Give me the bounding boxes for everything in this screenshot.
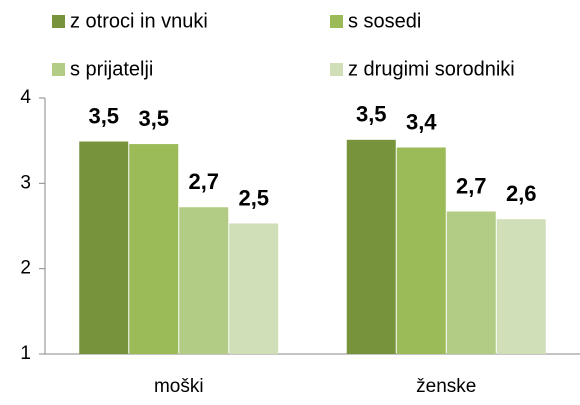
bar [179,207,229,354]
x-tick-label: moški [154,376,204,397]
data-label: 3,5 [88,103,119,128]
data-label: 2,5 [238,185,269,210]
y-tick-label: 2 [20,258,31,279]
legend-label: s prijatelji [70,58,153,80]
data-label: 2,7 [456,173,487,198]
y-tick-label: 4 [20,87,31,108]
bar [496,219,546,354]
data-label: 3,5 [356,102,387,127]
legend-swatch [330,15,343,28]
legend-label: z drugimi sorodniki [348,58,515,80]
bar [346,139,396,354]
data-label: 2,6 [506,181,537,206]
bar [79,141,129,354]
x-tick-label: ženske [416,376,476,397]
bar [129,144,179,354]
bar [446,211,496,354]
legend-label: s sosedi [348,10,421,32]
legend-swatch [52,15,65,28]
bar [229,223,279,354]
data-label: 2,7 [188,169,219,194]
data-label: 3,5 [138,106,169,131]
y-tick-label: 3 [20,172,31,193]
bar [396,147,446,354]
legend-swatch [52,63,65,76]
data-label: 3,4 [406,109,437,134]
legend-label: z otroci in vnuki [70,10,208,32]
y-tick-label: 1 [20,343,31,364]
legend-swatch [330,63,343,76]
